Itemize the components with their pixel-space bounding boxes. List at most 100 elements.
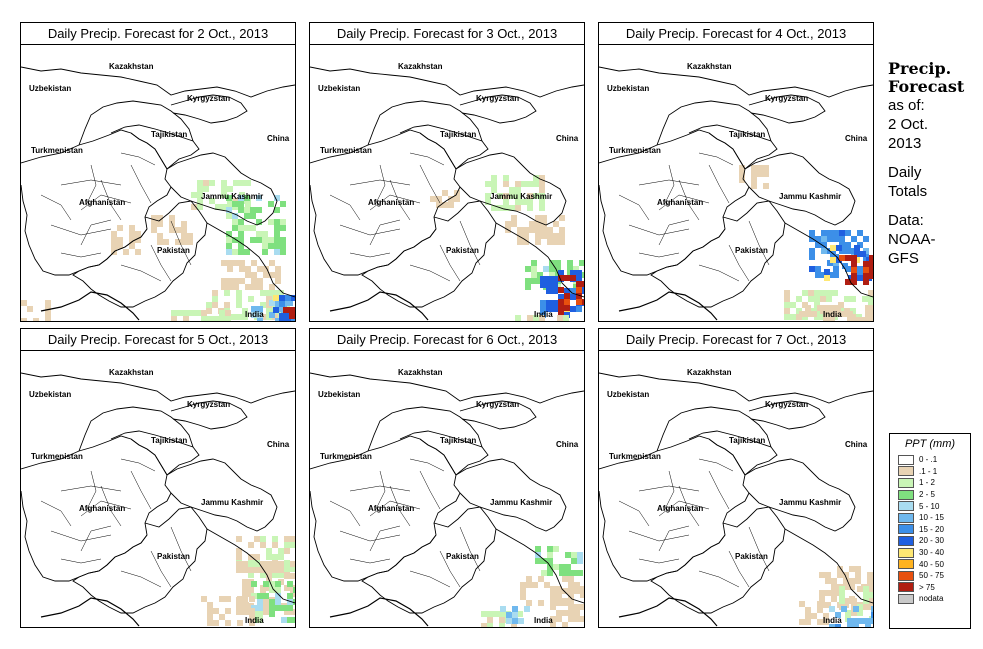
country-border <box>455 152 567 226</box>
legend-label: nodata <box>919 594 944 604</box>
panel-title: Daily Precip. Forecast for 2 Oct., 2013 <box>21 23 295 45</box>
country-border <box>110 430 200 476</box>
map-label-afghanistan: Afghanistan <box>657 198 703 207</box>
province-border <box>748 526 770 572</box>
country-border <box>367 406 483 452</box>
map-label-jammu-kashmir: Jammu Kashmir <box>490 192 552 201</box>
country-border <box>166 152 278 226</box>
map-label-tajikistan: Tajikistan <box>440 130 476 139</box>
province-border <box>170 526 192 572</box>
map-label-tajikistan: Tajikistan <box>729 130 765 139</box>
country-border <box>110 124 200 170</box>
map-label-india: India <box>245 310 264 319</box>
precip-cells <box>839 255 873 285</box>
legend-item: 0 - .1 <box>890 454 970 466</box>
coastline <box>329 597 429 627</box>
map-label-jammu-kashmir: Jammu Kashmir <box>201 498 263 507</box>
legend-swatch <box>898 524 914 535</box>
map-label-pakistan: Pakistan <box>735 552 768 561</box>
precip-cells <box>558 275 584 317</box>
legend-item: 5 - 10 <box>890 500 970 512</box>
province-border <box>708 470 730 510</box>
legend-label: 1 - 2 <box>919 478 936 488</box>
country-border <box>78 406 194 452</box>
province-border <box>80 500 132 517</box>
province-border <box>130 470 152 510</box>
province-border <box>728 550 750 588</box>
map-label-jammu-kashmir: Jammu Kashmir <box>201 192 263 201</box>
legend-item: 50 - 75 <box>890 570 970 582</box>
province-border <box>50 224 112 236</box>
forecast-panel-3: Daily Precip. Forecast for 4 Oct., 2013 … <box>598 22 874 322</box>
map-label-kazakhstan: Kazakhstan <box>687 368 732 377</box>
province-border <box>658 525 690 552</box>
precip-cells <box>485 175 545 211</box>
province-border <box>638 252 680 258</box>
province-border <box>329 194 361 221</box>
country-border <box>495 528 584 604</box>
legend-label: 50 - 75 <box>919 571 944 581</box>
country-border <box>656 100 772 146</box>
country-border <box>78 100 194 146</box>
map-label-pakistan: Pakistan <box>446 246 479 255</box>
province-border <box>698 458 734 472</box>
country-border <box>748 400 826 430</box>
province-border <box>40 194 72 221</box>
province-border <box>80 194 132 211</box>
map-label-kazakhstan: Kazakhstan <box>687 62 732 71</box>
province-border <box>120 264 162 282</box>
province-border <box>339 224 401 236</box>
country-border <box>784 222 873 298</box>
province-border <box>60 252 102 258</box>
map-label-pakistan: Pakistan <box>446 552 479 561</box>
province-border <box>85 470 97 512</box>
legend-label: > 75 <box>919 582 935 592</box>
map-label-india: India <box>823 310 842 319</box>
country-border <box>455 458 567 532</box>
province-border <box>638 179 700 186</box>
as-of-label: as of: <box>888 97 925 114</box>
province-border <box>409 152 445 166</box>
precip-cells <box>739 165 769 189</box>
province-border <box>658 219 690 246</box>
coastline <box>40 597 140 627</box>
map-label-china: China <box>845 134 868 143</box>
map-label-pakistan: Pakistan <box>157 552 190 561</box>
map-label-kyrgyzstan: Kyrgyzstan <box>476 94 519 103</box>
province-border <box>85 164 97 206</box>
province-border <box>130 164 152 204</box>
panel-title: Daily Precip. Forecast for 7 Oct., 2013 <box>599 329 873 351</box>
country-border <box>166 458 278 532</box>
map-label-india: India <box>823 616 842 625</box>
legend-label: 30 - 40 <box>919 548 944 558</box>
precip-cells <box>829 606 873 627</box>
legend-item: 20 - 30 <box>890 535 970 547</box>
province-border <box>369 219 401 246</box>
legend-item: nodata <box>890 593 970 605</box>
province-border <box>100 485 122 527</box>
map-label-afghanistan: Afghanistan <box>79 504 125 513</box>
map-label-kazakhstan: Kazakhstan <box>109 368 154 377</box>
sidebar-info: Precip. Forecast as of: 2 Oct. 2013 Dail… <box>888 60 980 268</box>
province-border <box>60 179 122 186</box>
province-border <box>628 530 690 542</box>
data-source-1: NOAA- <box>888 231 936 248</box>
map-label-turkmenistan: Turkmenistan <box>31 452 83 461</box>
map-label-afghanistan: Afghanistan <box>657 504 703 513</box>
country-border <box>72 200 208 308</box>
province-border <box>349 179 411 186</box>
map-canvas: Kazakhstan Uzbekistan Kyrgyzstan Tajikistan… <box>599 368 873 627</box>
country-border <box>367 100 483 146</box>
map-label-kazakhstan: Kazakhstan <box>398 62 443 71</box>
province-border <box>728 244 750 282</box>
province-border <box>374 164 386 206</box>
legend-title: PPT (mm) <box>904 438 956 450</box>
precip-cells <box>283 307 295 319</box>
province-border <box>419 470 441 510</box>
province-border <box>708 164 730 204</box>
panel-title: Daily Precip. Forecast for 5 Oct., 2013 <box>21 329 295 351</box>
country-border <box>21 372 295 404</box>
country-border <box>744 458 856 532</box>
precip-map: Kazakhstan Uzbekistan Kyrgyzstan Tajikistan… <box>310 351 584 627</box>
